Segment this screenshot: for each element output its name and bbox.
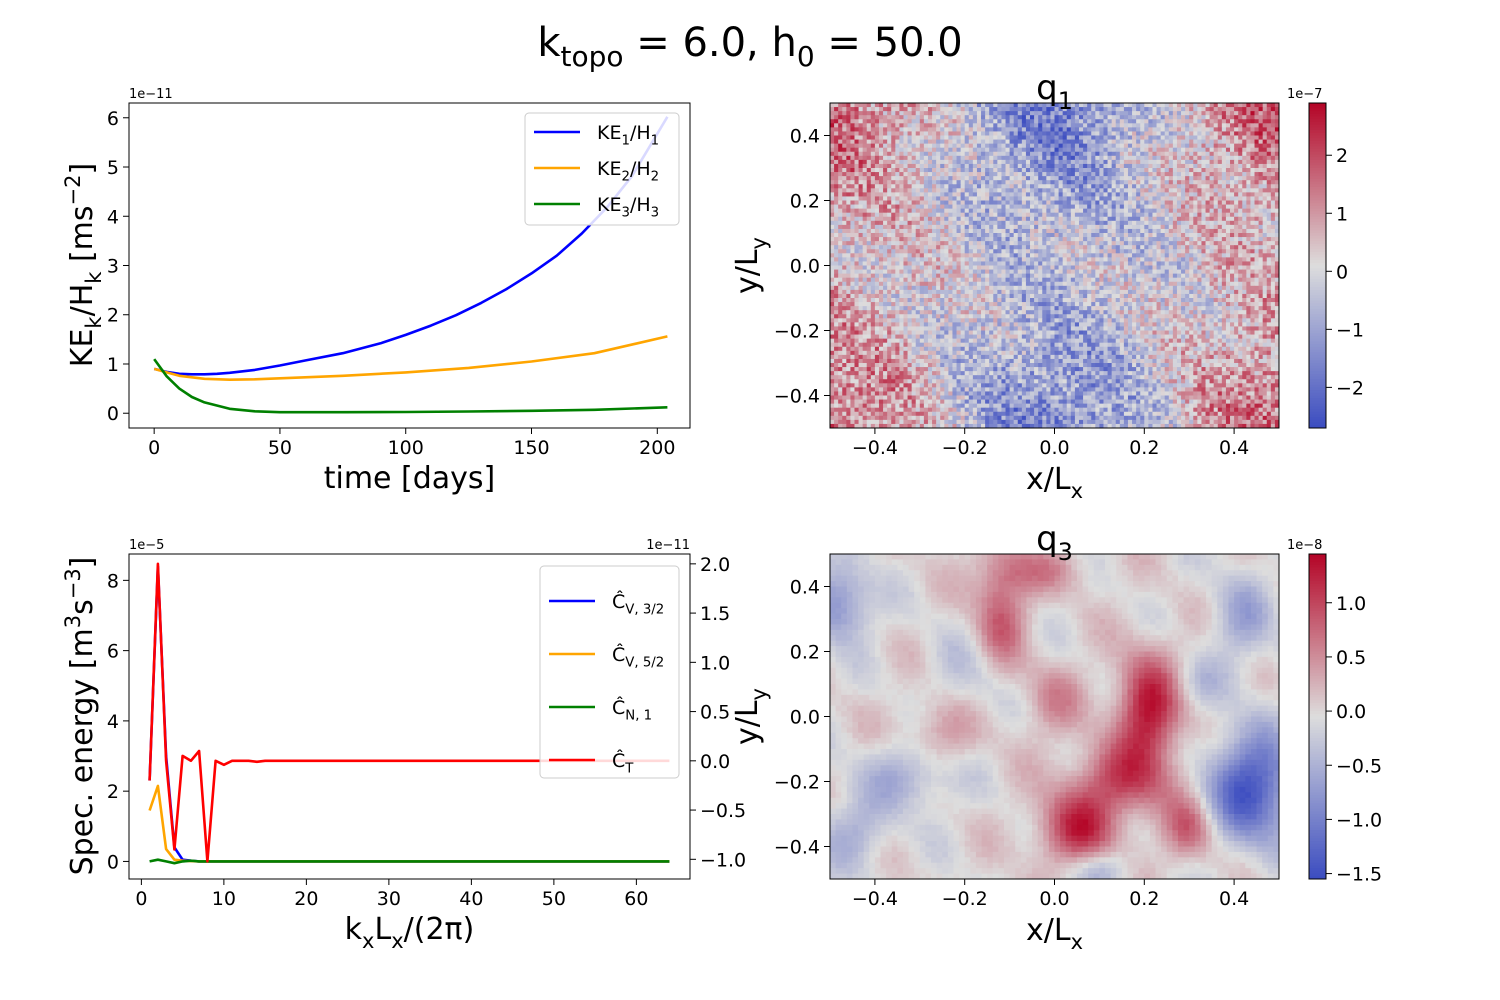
x-tick-label: 0.4 — [1219, 437, 1249, 459]
colorbar: −1.5 −1.0 −0.5 0.0 0.5 1.0 1e−8 — [1287, 538, 1382, 886]
y-right-tick-label: 2.0 — [700, 554, 730, 576]
x-tick-label: 0.0 — [1039, 888, 1069, 910]
y-axis-label: Spec. energy [m3s−3] — [61, 557, 100, 876]
y-tick-label: −0.4 — [774, 386, 820, 408]
x-tick-label: −0.2 — [942, 437, 988, 459]
x-tick-label: 50 — [268, 437, 292, 459]
y-tick-label: 0.2 — [790, 642, 820, 664]
colorbar-offset-text: 1e−8 — [1287, 538, 1322, 553]
y-right-tick-label: 1.0 — [700, 652, 730, 674]
y-tick-label: 6 — [107, 108, 119, 130]
y-tick-label: 1 — [107, 354, 119, 376]
y-tick-label: 6 — [107, 641, 119, 663]
x-tick-label: 0 — [148, 437, 160, 459]
q1-heatmap-axes: −0.4 −0.2 0.0 0.2 0.4 −0.4 −0.2 0.0 0.2 0.4 q1 x/Lx… — [730, 68, 1364, 503]
x-tick-label: 0.0 — [1039, 437, 1069, 459]
x-tick-label: 100 — [388, 437, 424, 459]
x-axis-label: x/Lx — [1026, 913, 1083, 954]
y-tick-label: −0.2 — [774, 321, 820, 343]
offset-text-left: 1e−5 — [129, 538, 164, 553]
y-right-tick-label: −0.5 — [700, 800, 746, 822]
y-tick-label: 2 — [107, 781, 119, 803]
x-tick-label: 30 — [377, 888, 401, 910]
x-tick-label: 0.2 — [1129, 888, 1159, 910]
colorbar-tick-label: 0.0 — [1336, 701, 1366, 723]
y-axis-label: KEk/Hk [ms−2] — [61, 163, 106, 367]
x-tick-label: −0.4 — [852, 437, 898, 459]
x-axis-label: x/Lx — [1026, 462, 1083, 503]
y-tick-label: 0.0 — [790, 256, 820, 278]
x-tick-label: −0.4 — [852, 888, 898, 910]
y-right-tick-label: −1.0 — [700, 849, 746, 871]
x-tick-label: 10 — [212, 888, 236, 910]
y-tick-label: 0.2 — [790, 191, 820, 213]
y-tick-label: −0.4 — [774, 837, 820, 859]
y-tick-label: 0 — [107, 403, 119, 425]
x-tick-label: 50 — [542, 888, 566, 910]
y-tick-label: 8 — [107, 570, 119, 592]
y-tick-label: 5 — [107, 157, 119, 179]
x-tick-label: 0.4 — [1219, 888, 1249, 910]
y-tick-label: 2 — [107, 305, 119, 327]
colorbar: −2 −1 0 1 2 1e−7 — [1287, 87, 1364, 429]
y-axis-label: y/Ly — [730, 688, 771, 745]
colorbar-offset-text: 1e−7 — [1287, 87, 1322, 102]
colorbar-tick-label: −1.5 — [1336, 864, 1382, 886]
colorbar-tick-label: −2 — [1336, 377, 1364, 399]
x-tick-label: 40 — [459, 888, 483, 910]
heatmap-image — [830, 103, 1279, 428]
y-right-tick-label: 1.5 — [700, 603, 730, 625]
legend: KE1/H1 KE2/H2 KE3/H3 — [525, 113, 679, 225]
colorbar-tick-label: 0.5 — [1336, 647, 1366, 669]
legend-box — [540, 566, 679, 778]
y-tick-label: −0.2 — [774, 772, 820, 794]
spectral-energy-axes: 0 10 20 30 40 50 60 0 2 4 6 8 −1.0 −0.5 0.0 0.5 1.0 1.5 2.… — [61, 538, 746, 953]
ke-timeseries-axes: 0 50 100 150 200 0 1 2 3 4 5 6 1e−11 time [days] KEk/H… — [61, 87, 690, 496]
y-tick-label: 0 — [107, 851, 119, 873]
x-tick-label: 150 — [513, 437, 549, 459]
y-axis-label: y/Ly — [730, 237, 771, 294]
x-axis-label: time [days] — [324, 461, 496, 496]
offset-text: 1e−11 — [129, 87, 173, 102]
x-tick-label: 200 — [639, 437, 675, 459]
heatmap-image — [830, 554, 1279, 879]
y-tick-label: 4 — [107, 711, 119, 733]
colorbar-tick-label: −0.5 — [1336, 755, 1382, 777]
colorbar-tick-label: 2 — [1336, 145, 1348, 167]
q3-heatmap-axes: −0.4 −0.2 0.0 0.2 0.4 −0.4 −0.2 0.0 0.2 0.4 q3 x/Lx… — [730, 519, 1382, 954]
x-tick-label: 60 — [624, 888, 648, 910]
colorbar-tick-label: −1.0 — [1336, 809, 1382, 831]
colorbar-tick-label: 1.0 — [1336, 593, 1366, 615]
y-tick-label: 0.4 — [790, 577, 820, 599]
y-tick-label: 3 — [107, 256, 119, 278]
y-tick-label: 0.4 — [790, 126, 820, 148]
y-tick-label: 4 — [107, 206, 119, 228]
series-line-V52 — [150, 786, 670, 862]
x-tick-label: −0.2 — [942, 888, 988, 910]
y-tick-label: 0.0 — [790, 707, 820, 729]
y-right-tick-label: 0.5 — [700, 702, 730, 724]
figure-suptitle: ktopo = 6.0, h0 = 50.0 — [537, 20, 962, 73]
series-line-3 — [154, 359, 667, 412]
colorbar-tick-label: 0 — [1336, 261, 1348, 283]
x-tick-label: 20 — [294, 888, 318, 910]
colorbar-tick-label: −1 — [1336, 319, 1364, 341]
offset-text-right: 1e−11 — [646, 538, 690, 553]
y-right-tick-label: 0.0 — [700, 751, 730, 773]
series-line-N1 — [150, 860, 670, 864]
legend: ĈV, 3/2 ĈV, 5/2 ĈN, 1 ĈT — [540, 566, 679, 778]
x-axis-label: kxLx/(2π) — [345, 912, 475, 953]
x-tick-label: 0 — [135, 888, 147, 910]
x-tick-label: 0.2 — [1129, 437, 1159, 459]
colorbar-tick-label: 1 — [1336, 203, 1348, 225]
